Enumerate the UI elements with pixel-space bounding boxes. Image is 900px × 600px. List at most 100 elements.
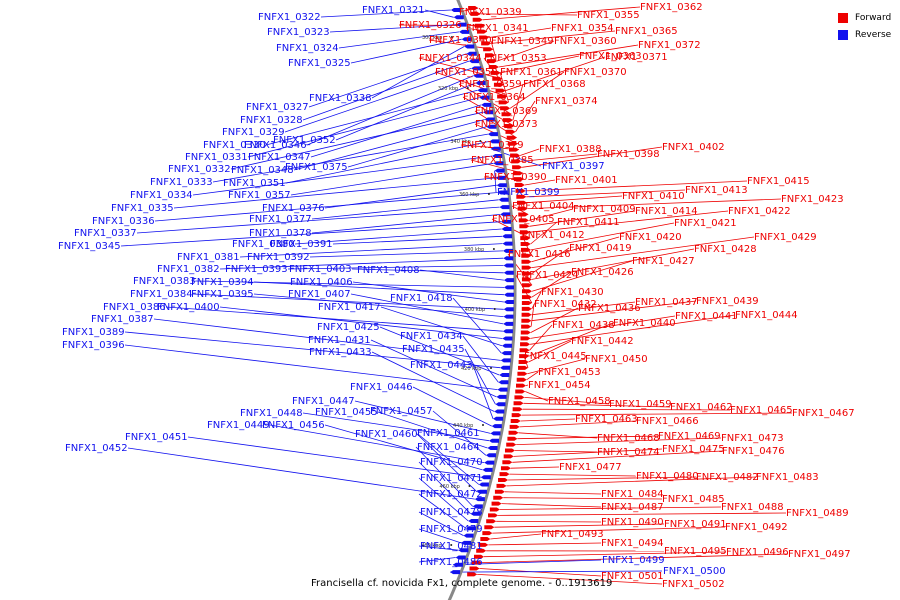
reverse-gene-label[interactable]: FNFX1_0449 <box>207 420 270 431</box>
reverse-gene-label[interactable]: FNFX1_0377 <box>249 214 312 225</box>
forward-gene-label[interactable]: FNFX1_0489 <box>786 508 849 519</box>
reverse-gene-label[interactable]: FNFX1_0455 <box>315 407 378 418</box>
reverse-gene-label[interactable]: FNFX1_0408 <box>357 265 420 276</box>
forward-gene-label[interactable]: FNFX1_0473 <box>721 433 784 444</box>
forward-gene-label[interactable]: FNFX1_0423 <box>781 194 844 205</box>
forward-gene-label[interactable]: FNFX1_0360 <box>554 36 617 47</box>
forward-gene-label[interactable]: FNFX1_0379 <box>461 140 524 151</box>
reverse-gene-label[interactable]: FNFX1_0381 <box>177 252 240 263</box>
reverse-gene-label[interactable]: FNFX1_0337 <box>74 228 137 239</box>
reverse-gene-label[interactable]: FNFX1_0425 <box>317 322 380 333</box>
reverse-gene-label[interactable]: FNFX1_0345 <box>58 241 121 252</box>
forward-gene-label[interactable]: FNFX1_0359 <box>459 79 522 90</box>
reverse-gene-label[interactable]: FNFX1_0481 <box>420 541 483 552</box>
forward-gene-label[interactable]: FNFX1_0402 <box>662 142 725 153</box>
reverse-gene-label[interactable]: FNFX1_0460 <box>355 429 418 440</box>
reverse-gene-label[interactable]: FNFX1_0500 <box>663 566 726 577</box>
forward-gene-label[interactable]: FNFX1_0355 <box>577 10 640 21</box>
forward-gene-label[interactable]: FNFX1_0340 <box>429 35 492 46</box>
reverse-gene-label[interactable]: FNFX1_0384 <box>130 289 193 300</box>
reverse-gene-label[interactable]: FNFX1_0397 <box>542 161 605 172</box>
reverse-gene-label[interactable]: FNFX1_0479 <box>420 524 483 535</box>
forward-gene-label[interactable]: FNFX1_0401 <box>555 175 618 186</box>
forward-gene-label[interactable]: FNFX1_0414 <box>635 206 698 217</box>
reverse-gene-label[interactable]: FNFX1_0351 <box>223 178 286 189</box>
reverse-gene-label[interactable]: FNFX1_0456 <box>262 420 325 431</box>
reverse-gene-label[interactable]: FNFX1_0403 <box>289 264 352 275</box>
forward-gene-label[interactable]: FNFX1_0483 <box>756 472 819 483</box>
forward-gene-label[interactable]: FNFX1_0437 <box>635 297 698 308</box>
forward-gene-label[interactable]: FNFX1_0361 <box>500 67 563 78</box>
forward-gene-label[interactable]: FNFX1_0372 <box>638 40 701 51</box>
reverse-gene-label[interactable]: FNFX1_0330 <box>203 140 266 151</box>
reverse-gene-label[interactable]: FNFX1_0352 <box>273 135 336 146</box>
reverse-gene-label[interactable]: FNFX1_0382 <box>157 264 220 275</box>
reverse-gene-label[interactable]: FNFX1_0417 <box>318 302 381 313</box>
reverse-gene-label[interactable]: FNFX1_0435 <box>402 344 465 355</box>
forward-gene-label[interactable]: FNFX1_0440 <box>613 318 676 329</box>
reverse-gene-label[interactable]: FNFX1_0327 <box>246 102 309 113</box>
forward-gene-label[interactable]: FNFX1_0365 <box>615 26 678 37</box>
forward-gene-label[interactable]: FNFX1_0390 <box>484 172 547 183</box>
reverse-gene-label[interactable]: FNFX1_0376 <box>262 203 325 214</box>
reverse-gene-label[interactable]: FNFX1_0347 <box>248 152 311 163</box>
forward-gene-label[interactable]: FNFX1_0495 <box>664 546 727 557</box>
reverse-gene-label[interactable]: FNFX1_0447 <box>292 396 355 407</box>
reverse-gene-label[interactable]: FNFX1_0451 <box>125 432 188 443</box>
reverse-gene-label[interactable]: FNFX1_0386 <box>103 302 166 313</box>
forward-gene-label[interactable]: FNFX1_0371 <box>605 52 668 63</box>
reverse-gene-label[interactable]: FNFX1_0329 <box>222 127 285 138</box>
forward-gene-label[interactable]: FNFX1_0421 <box>674 218 737 229</box>
reverse-gene-label[interactable]: FNFX1_0348 <box>231 165 294 176</box>
reverse-gene-label[interactable]: FNFX1_0407 <box>288 289 351 300</box>
reverse-gene-label[interactable]: FNFX1_0393 <box>225 264 288 275</box>
forward-gene-label[interactable]: FNFX1_0467 <box>792 408 855 419</box>
forward-gene-label[interactable]: FNFX1_0353 <box>484 53 547 64</box>
reverse-gene-label[interactable]: FNFX1_0470 <box>420 457 483 468</box>
forward-gene-label[interactable]: FNFX1_0493 <box>541 529 604 540</box>
reverse-gene-label[interactable]: FNFX1_0346 <box>244 140 307 151</box>
forward-gene-label[interactable]: FNFX1_0458 <box>548 396 611 407</box>
forward-gene-label[interactable]: FNFX1_0439 <box>696 296 759 307</box>
reverse-gene-label[interactable]: FNFX1_0336 <box>92 216 155 227</box>
forward-gene-label[interactable]: FNFX1_0368 <box>523 79 586 90</box>
forward-gene-label[interactable]: FNFX1_0429 <box>754 232 817 243</box>
forward-gene-label[interactable]: FNFX1_0482 <box>696 472 759 483</box>
forward-gene-label[interactable]: FNFX1_0370 <box>564 67 627 78</box>
forward-gene-label[interactable]: FNFX1_0468 <box>597 433 660 444</box>
forward-gene-label[interactable]: FNFX1_0388 <box>539 144 602 155</box>
forward-gene-label[interactable]: FNFX1_0430 <box>541 287 604 298</box>
forward-gene-label[interactable]: FNFX1_0432 <box>534 299 597 310</box>
forward-gene-label[interactable]: FNFX1_0326 <box>399 20 462 31</box>
forward-gene-label[interactable]: FNFX1_0459 <box>609 399 672 410</box>
reverse-gene-label[interactable]: FNFX1_0335 <box>111 203 174 214</box>
forward-gene-label[interactable]: FNFX1_0502 <box>662 579 725 590</box>
forward-gene-label[interactable]: FNFX1_0363 <box>579 51 642 62</box>
forward-gene-label[interactable]: FNFX1_0436 <box>578 303 641 314</box>
forward-gene-label[interactable]: FNFX1_0441 <box>675 311 738 322</box>
reverse-gene-label[interactable]: FNFX1_0375 <box>285 162 348 173</box>
forward-gene-label[interactable]: FNFX1_0450 <box>585 354 648 365</box>
forward-gene-label[interactable]: FNFX1_0453 <box>538 367 601 378</box>
forward-gene-label[interactable]: FNFX1_0405 <box>492 214 555 225</box>
reverse-gene-label[interactable]: FNFX1_0471 <box>420 473 483 484</box>
forward-gene-label[interactable]: FNFX1_0496 <box>726 547 789 558</box>
forward-gene-label[interactable]: FNFX1_0385 <box>471 155 534 166</box>
reverse-gene-label[interactable]: FNFX1_0324 <box>276 43 339 54</box>
forward-gene-label[interactable]: FNFX1_0410 <box>622 191 685 202</box>
forward-gene-label[interactable]: FNFX1_0492 <box>725 522 788 533</box>
forward-gene-label[interactable]: FNFX1_0364 <box>463 92 526 103</box>
forward-gene-label[interactable]: FNFX1_0491 <box>664 519 727 530</box>
reverse-gene-label[interactable]: FNFX1_0464 <box>417 442 480 453</box>
forward-gene-label[interactable]: FNFX1_0442 <box>571 336 634 347</box>
forward-gene-label[interactable]: FNFX1_0477 <box>559 462 622 473</box>
forward-gene-label[interactable]: FNFX1_0415 <box>747 176 810 187</box>
forward-gene-label[interactable]: FNFX1_0474 <box>597 447 660 458</box>
forward-gene-label[interactable]: FNFX1_0501 <box>601 571 664 582</box>
forward-gene-label[interactable]: FNFX1_0480 <box>636 471 699 482</box>
forward-gene-label[interactable]: FNFX1_0350 <box>435 67 498 78</box>
reverse-gene-label[interactable]: FNFX1_0325 <box>288 58 351 69</box>
forward-gene-label[interactable]: FNFX1_0445 <box>524 351 587 362</box>
forward-gene-label[interactable]: FNFX1_0428 <box>694 244 757 255</box>
forward-gene-label[interactable]: FNFX1_0413 <box>685 185 748 196</box>
